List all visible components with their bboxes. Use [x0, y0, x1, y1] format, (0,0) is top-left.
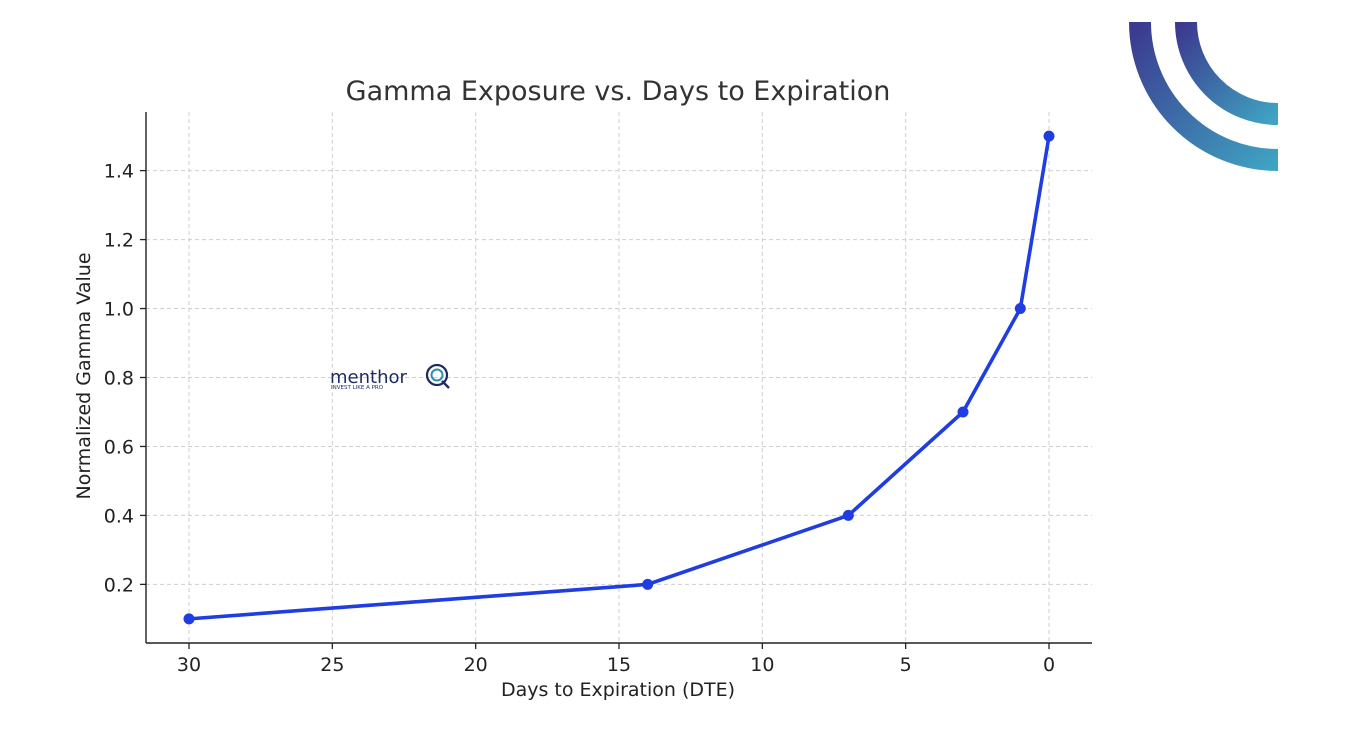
x-axis-ticks: 30 25 20 15 10 5 0	[177, 643, 1055, 676]
y-tick-label: 1.0	[104, 299, 134, 321]
x-tick-label: 0	[1043, 654, 1055, 676]
grid	[146, 112, 1092, 643]
watermark-tagline: INVEST LIKE A PRO	[331, 385, 384, 391]
y-tick-label: 0.6	[104, 436, 134, 458]
menthor-q-icon	[425, 363, 450, 389]
x-tick-label: 15	[607, 654, 631, 676]
x-tick-label: 25	[320, 654, 344, 676]
menthor-watermark: menthor INVEST LIKE A PRO Q	[330, 363, 450, 391]
y-tick-label: 1.2	[104, 230, 134, 252]
y-axis-label: Normalized Gamma Value	[73, 252, 95, 499]
series-line	[188, 135, 1051, 621]
y-tick-label: 0.4	[104, 505, 134, 527]
chart-title: Gamma Exposure vs. Days to Expiration	[346, 76, 891, 107]
double-arc-logo-icon	[1129, 21, 1279, 171]
data-point	[1043, 130, 1055, 142]
x-tick-label: 10	[750, 654, 774, 676]
x-tick-label: 5	[900, 654, 912, 676]
y-tick-label: 1.4	[104, 161, 134, 183]
x-tick-label: 30	[177, 654, 201, 676]
data-point	[957, 406, 969, 418]
y-tick-label: 0.8	[104, 368, 134, 390]
data-point	[1014, 303, 1026, 315]
x-tick-label: 20	[464, 654, 488, 676]
data-point	[183, 613, 195, 625]
y-axis-ticks: 0.2 0.4 0.6 0.8 1.0 1.2 1.4	[104, 161, 146, 596]
series-layer	[183, 130, 1055, 625]
y-tick-label: 0.2	[104, 574, 134, 596]
data-point	[842, 509, 854, 521]
x-axis-label: Days to Expiration (DTE)	[501, 679, 735, 701]
watermark-brand: menthor	[330, 367, 407, 388]
data-point	[642, 578, 654, 590]
